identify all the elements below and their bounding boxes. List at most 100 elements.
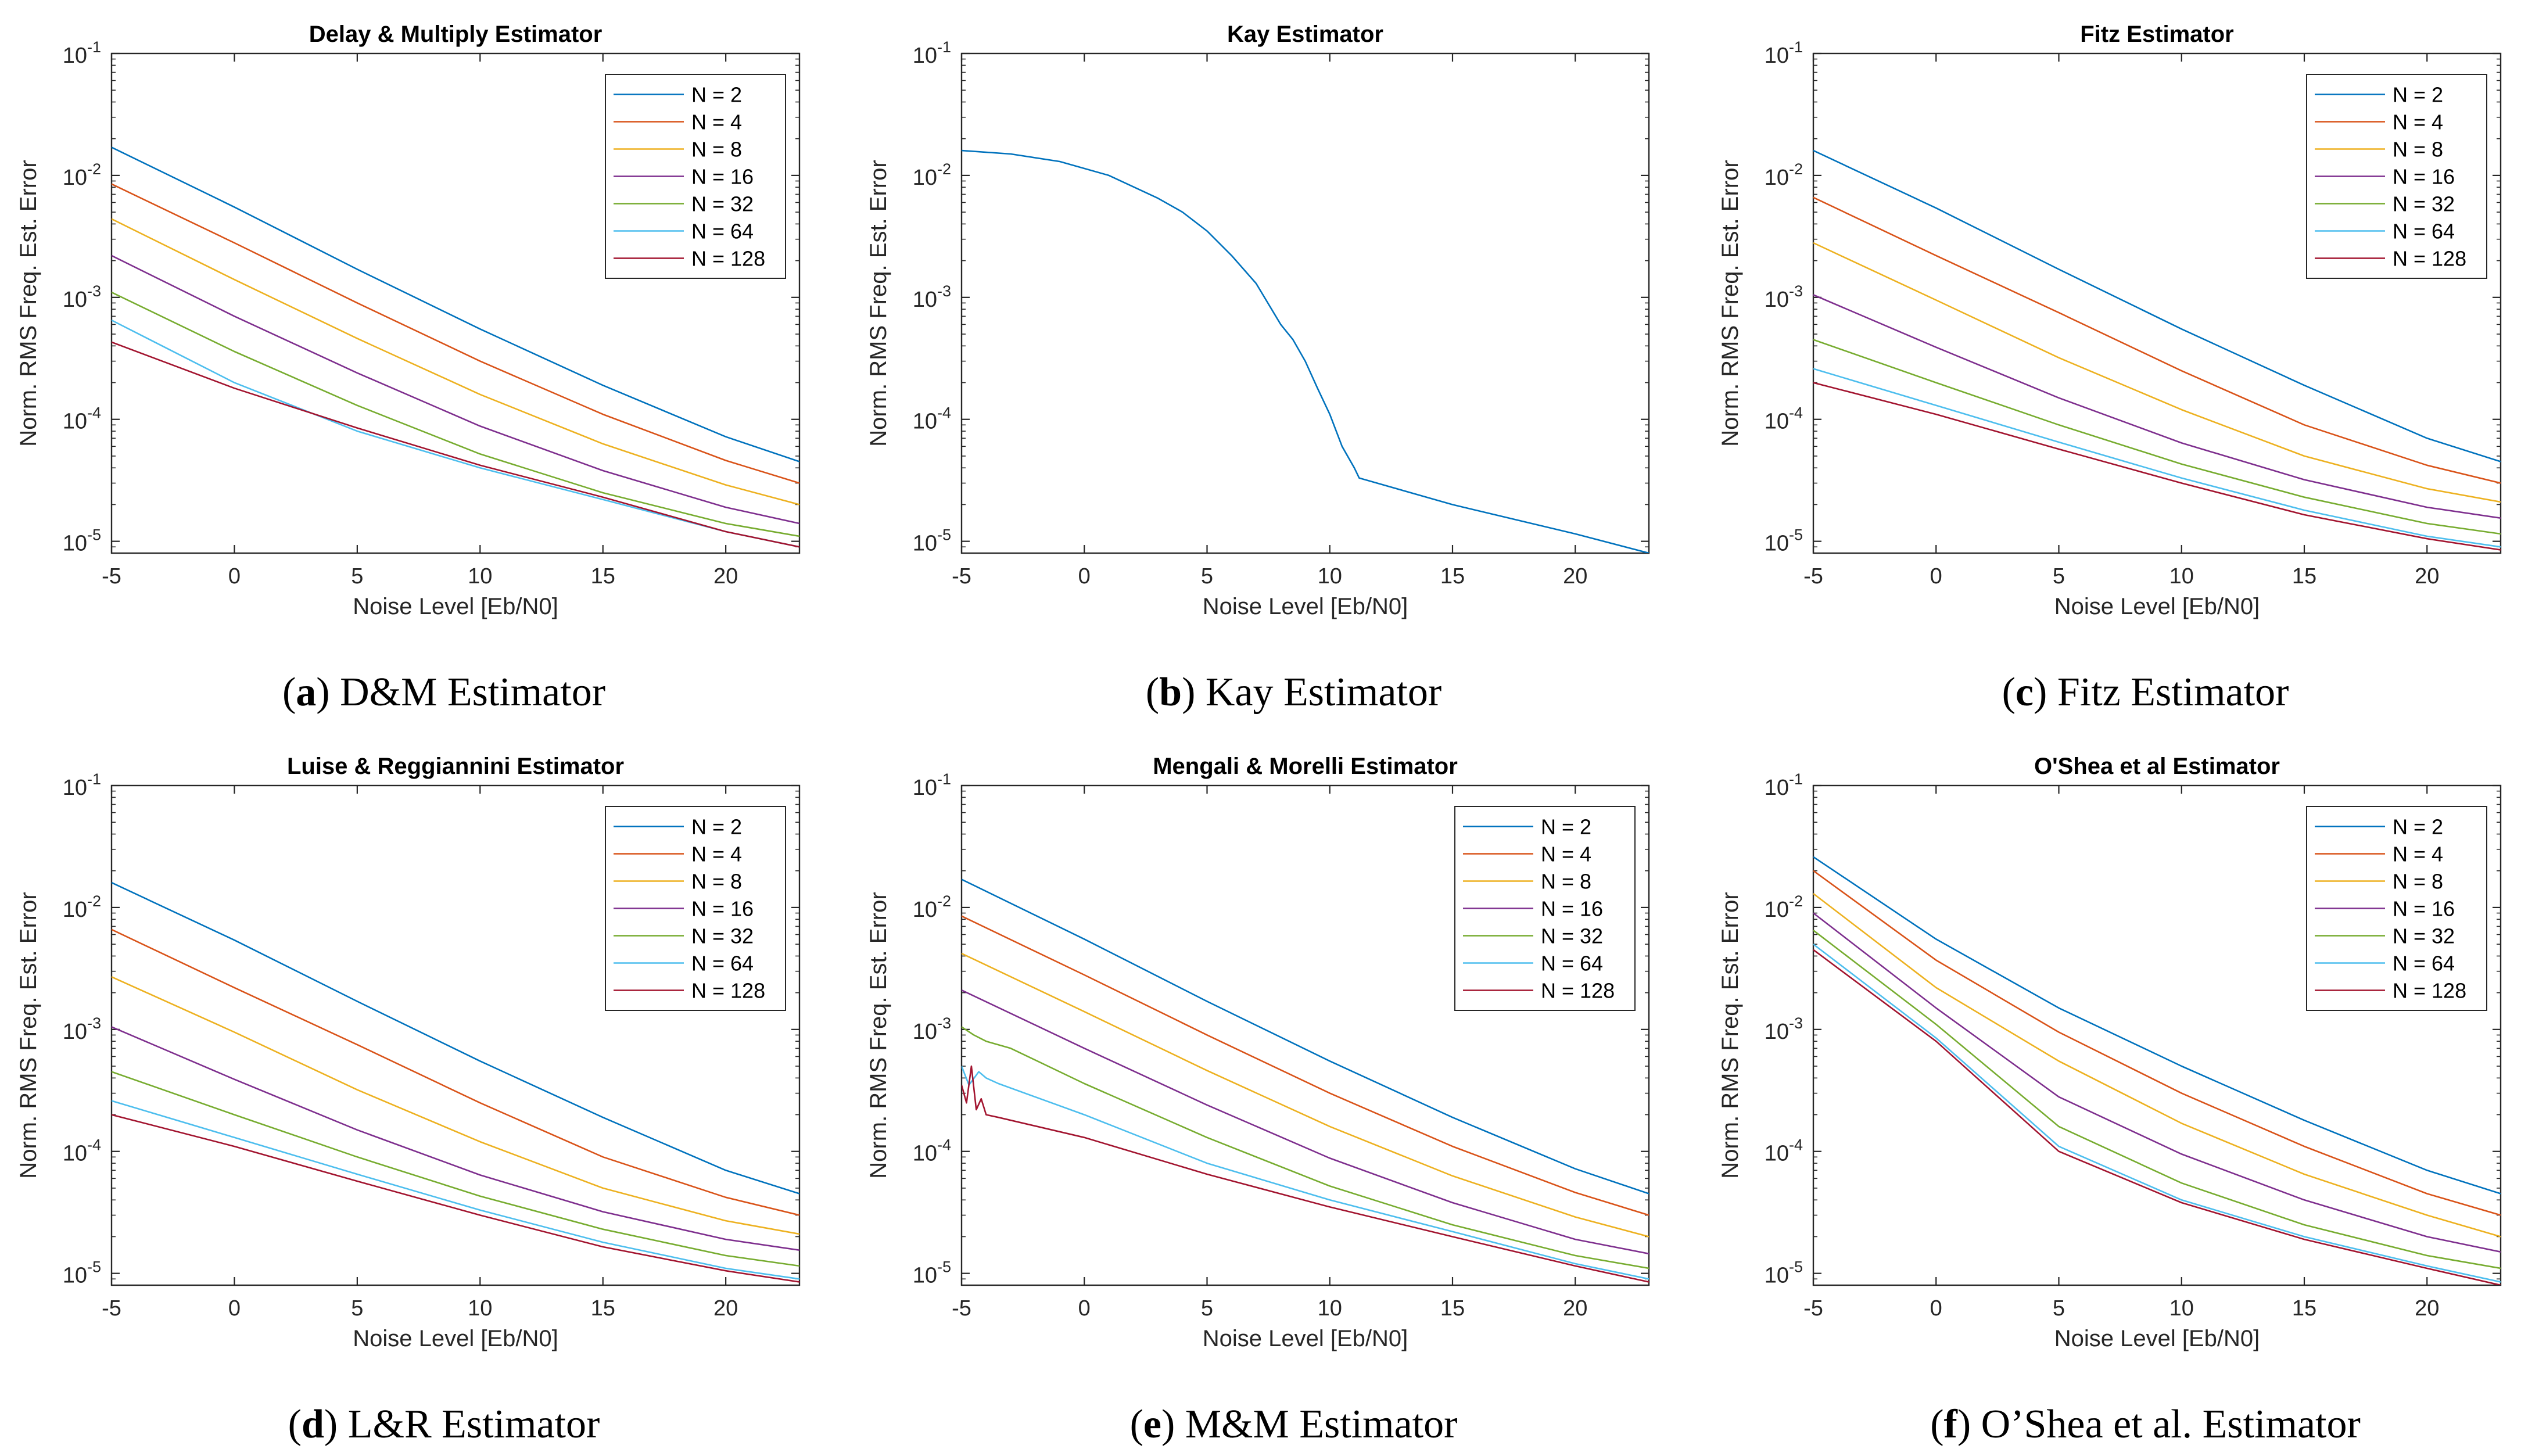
- legend-entry: N = 32: [691, 924, 754, 948]
- x-tick-label: 15: [1440, 1296, 1465, 1321]
- y-tick-label: 10-2: [63, 160, 101, 190]
- x-tick-label: 5: [2053, 1296, 2065, 1321]
- chart-title: Luise & Reggiannini Estimator: [287, 754, 624, 779]
- legend-entry: N = 4: [1541, 842, 1591, 866]
- series-line-n-2: [112, 881, 799, 1195]
- series-line-n-32: [962, 1026, 1649, 1269]
- x-tick-label: -5: [952, 564, 971, 589]
- legend-entry: N = 4: [691, 842, 742, 866]
- y-tick-label: 10-4: [913, 404, 951, 434]
- legend-entry: N = 16: [691, 165, 754, 189]
- y-tick-label: 10-5: [913, 1258, 951, 1288]
- series-line-n-4: [962, 915, 1649, 1216]
- x-tick-label: 20: [2415, 564, 2439, 589]
- y-tick-label: 10-2: [1765, 160, 1803, 190]
- panel-e: -5 0 5 10 15 20 10-5 10-4 10-3 10-2 10-1 Mengali & …: [866, 754, 1650, 1447]
- series-line-n-16: [112, 1026, 799, 1251]
- series-line-n-64: [962, 1066, 1649, 1280]
- chart-title: Mengali & Morelli Estimator: [1153, 754, 1458, 779]
- x-tick-label: 15: [591, 564, 615, 589]
- legend-entry: N = 16: [691, 897, 754, 921]
- legend-entry: N = 64: [1541, 952, 1603, 976]
- legend-entry: N = 16: [2393, 165, 2455, 189]
- series-line-n-128: [112, 341, 799, 548]
- legend-entry: N = 64: [691, 952, 754, 976]
- x-axis-label: Noise Level [Eb/N0]: [2054, 594, 2260, 619]
- series-line-n-32: [1813, 339, 2501, 535]
- x-tick-label: 5: [351, 564, 363, 589]
- legend-entry: N = 8: [2393, 138, 2443, 162]
- y-tick-label: 10-1: [913, 38, 951, 68]
- legend: N = 2 N = 4 N = 8 N = 16 N = 32 N = 64 N = 128: [605, 74, 786, 279]
- legend-entry: N = 128: [1541, 979, 1615, 1003]
- chart-title: Delay & Multiply Estimator: [309, 21, 603, 47]
- x-tick-label: 0: [1078, 1296, 1091, 1321]
- y-tick-label: 10-2: [63, 892, 101, 922]
- legend-entry: N = 8: [691, 138, 742, 162]
- series-line-n-2: [1813, 856, 2501, 1195]
- y-tick-label: 10-4: [1765, 404, 1803, 434]
- y-axis-label: Norm. RMS Freq. Est. Error: [16, 160, 41, 446]
- y-axis-label: Norm. RMS Freq. Est. Error: [1717, 160, 1743, 446]
- series-line-n-2: [962, 878, 1649, 1195]
- legend-entry: N = 128: [691, 247, 765, 271]
- legend: N = 2 N = 4 N = 8 N = 16 N = 32 N = 64 N = 128: [1454, 806, 1636, 1011]
- x-axis-label: Noise Level [Eb/N0]: [2054, 1326, 2260, 1351]
- x-tick-label: 0: [1078, 564, 1091, 589]
- y-tick-label: 10-1: [1765, 38, 1803, 68]
- y-tick-label: 10-1: [63, 38, 101, 68]
- series-line-n-4: [112, 928, 799, 1216]
- legend: N = 2 N = 4 N = 8 N = 16 N = 32 N = 64 N = 128: [605, 806, 786, 1011]
- series-line-n-16: [962, 989, 1649, 1255]
- series-line-n-128: [1813, 382, 2501, 551]
- plot-area: [960, 52, 1650, 554]
- series-line-n-32: [1813, 930, 2501, 1269]
- series-line-n-4: [1813, 196, 2501, 484]
- legend-entry: N = 32: [691, 192, 754, 216]
- x-tick-label: 15: [1440, 564, 1465, 589]
- series-line-n-4: [112, 183, 799, 484]
- panel-caption: (a) D&M Estimator: [282, 670, 605, 715]
- panel-b: -5 0 5 10 15 20 10-5 10-4 10-3 10-2 10-1 Kay Estima…: [866, 21, 1650, 715]
- series-line-n-128: [112, 1114, 799, 1283]
- series-line-n-8: [1813, 242, 2501, 503]
- panel-caption: (b) Kay Estimator: [1146, 670, 1441, 715]
- y-tick-label: 10-4: [63, 404, 101, 434]
- legend-entry: N = 64: [2393, 220, 2455, 243]
- chart-title: O'Shea et al Estimator: [2034, 754, 2280, 779]
- legend-entry: N = 8: [2393, 870, 2443, 894]
- x-tick-label: 5: [1201, 1296, 1213, 1321]
- legend-entry: N = 4: [2393, 842, 2443, 866]
- y-tick-label: 10-5: [1765, 526, 1803, 556]
- x-tick-label: -5: [102, 1296, 121, 1321]
- x-tick-label: 10: [468, 1296, 492, 1321]
- series-line-n-8: [1813, 892, 2501, 1238]
- x-tick-label: 15: [591, 1296, 615, 1321]
- x-axis-label: Noise Level [Eb/N0]: [1203, 594, 1408, 619]
- y-tick-label: 10-2: [1765, 892, 1803, 922]
- series-line-n-32: [112, 1071, 799, 1267]
- series-line-n-2: [1813, 149, 2501, 462]
- y-tick-label: 10-5: [913, 526, 951, 556]
- legend-entry: N = 128: [691, 979, 765, 1003]
- panel-a: -5 0 5 10 15 20 10-5 10-4 10-3 10-2 10-1 Delay & Mu…: [16, 21, 801, 715]
- y-tick-label: 10-5: [1765, 1258, 1803, 1288]
- legend-entry: N = 2: [2393, 83, 2443, 107]
- x-tick-label: 10: [2169, 1296, 2194, 1321]
- x-tick-label: -5: [1803, 564, 1823, 589]
- y-tick-label: 10-1: [63, 770, 101, 800]
- series-line-n-128: [1813, 949, 2501, 1285]
- panel-caption: (c) Fitz Estimator: [2002, 670, 2289, 715]
- series-line-n-16: [1813, 912, 2501, 1253]
- y-tick-label: 10-3: [1765, 1014, 1803, 1044]
- x-tick-label: 20: [713, 1296, 738, 1321]
- x-tick-label: 20: [1563, 564, 1587, 589]
- x-tick-label: 15: [2292, 1296, 2316, 1321]
- legend-entry: N = 4: [691, 110, 742, 134]
- series-line-n-16: [1813, 294, 2501, 519]
- series-line-n-128: [962, 1065, 1649, 1283]
- x-axis-label: Noise Level [Eb/N0]: [353, 594, 558, 619]
- x-tick-label: 0: [228, 564, 241, 589]
- y-axis-label: Norm. RMS Freq. Est. Error: [1717, 892, 1743, 1178]
- legend-entry: N = 8: [1541, 870, 1591, 894]
